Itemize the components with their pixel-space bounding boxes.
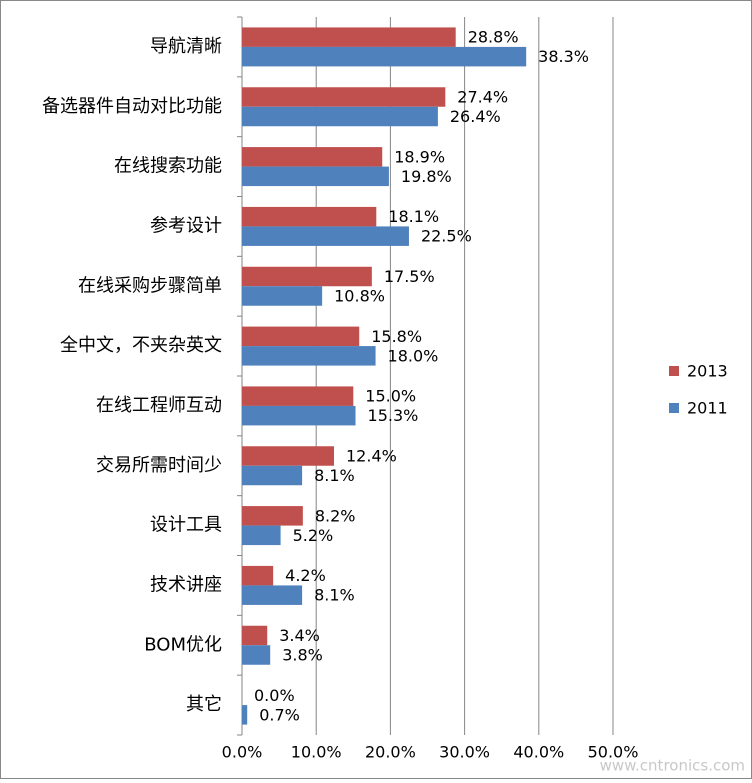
value-label: 8.1% [314, 466, 355, 485]
y-tick-label: 其它 [186, 694, 222, 715]
value-label: 12.4% [346, 447, 397, 466]
value-label: 3.8% [282, 646, 323, 665]
bar [242, 226, 409, 246]
value-label: 19.8% [401, 167, 452, 186]
bar [242, 106, 438, 127]
bar [242, 266, 372, 287]
bar [242, 206, 377, 227]
bar [242, 46, 527, 67]
bar [242, 166, 389, 187]
value-label: 28.8% [468, 28, 519, 47]
value-label: 26.4% [450, 107, 501, 126]
bar [242, 525, 281, 546]
bar [242, 386, 354, 406]
x-tick-label: 0.0% [222, 743, 263, 762]
bar [242, 625, 268, 646]
x-tick-label: 20.0% [365, 743, 416, 762]
value-label: 22.5% [421, 227, 472, 246]
y-tick-label: 在线工程师互动 [96, 395, 222, 416]
value-label: 15.0% [365, 387, 416, 406]
bar [242, 87, 446, 107]
y-tick-label: 导航清晰 [150, 36, 222, 57]
value-label: 15.8% [371, 327, 422, 346]
value-label: 18.1% [388, 207, 439, 226]
bar [242, 346, 376, 366]
value-label: 27.4% [457, 88, 508, 107]
y-tick-label: 备选器件自动对比功能 [42, 96, 222, 117]
value-label: 4.2% [285, 566, 326, 585]
value-label: 8.2% [315, 506, 356, 525]
x-tick-label: 50.0% [588, 743, 639, 762]
bar [242, 27, 456, 47]
bar [242, 326, 360, 347]
bar [242, 446, 335, 466]
y-tick-label: BOM优化 [144, 634, 222, 655]
bar [242, 645, 271, 665]
legend-swatch [669, 366, 679, 376]
value-label: 38.3% [538, 47, 589, 66]
legend-swatch [669, 403, 679, 413]
x-tick-label: 30.0% [439, 743, 490, 762]
y-tick-label: 设计工具 [150, 515, 222, 536]
bar [242, 506, 303, 526]
watermark: www.cntronics.com [600, 757, 745, 775]
value-label: 18.9% [394, 147, 445, 166]
value-label: 8.1% [314, 586, 355, 605]
value-label: 15.3% [368, 406, 419, 425]
y-tick-label: 在线搜索功能 [114, 156, 222, 177]
legend-label: 2013 [687, 362, 728, 381]
y-tick-label: 技术讲座 [150, 574, 222, 595]
value-label: 5.2% [293, 526, 334, 545]
bar [242, 585, 303, 605]
bar [242, 147, 383, 167]
value-label: 3.4% [279, 626, 320, 645]
value-label: 18.0% [388, 346, 439, 365]
value-label: 10.8% [334, 287, 385, 306]
bar [242, 565, 274, 586]
bar [242, 705, 248, 725]
x-tick-label: 40.0% [513, 743, 564, 762]
bar [242, 405, 356, 426]
bar [242, 286, 323, 306]
value-label: 0.7% [259, 705, 300, 724]
x-tick-label: 10.0% [291, 743, 342, 762]
y-tick-label: 全中文，不夹杂英文 [60, 335, 222, 356]
value-label: 17.5% [384, 267, 435, 286]
bar [242, 465, 303, 486]
y-tick-label: 在线采购步骤简单 [78, 275, 222, 296]
value-label: 0.0% [254, 686, 295, 705]
y-tick-label: 交易所需时间少 [96, 455, 222, 476]
legend-label: 2011 [687, 399, 728, 418]
y-tick-label: 参考设计 [150, 215, 222, 236]
